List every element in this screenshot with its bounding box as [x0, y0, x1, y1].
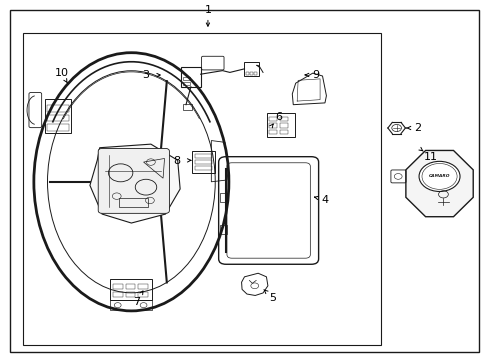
Text: 8: 8 — [173, 156, 181, 166]
Bar — [138, 284, 148, 289]
Bar — [183, 82, 190, 85]
Bar — [47, 105, 69, 112]
Bar — [113, 292, 122, 297]
Ellipse shape — [47, 71, 215, 293]
Bar — [280, 123, 287, 128]
Bar — [191, 150, 215, 173]
Bar — [220, 193, 226, 202]
FancyBboxPatch shape — [98, 148, 169, 213]
Bar — [125, 292, 135, 297]
Text: 11: 11 — [423, 152, 437, 162]
Bar — [244, 62, 259, 76]
Bar — [269, 130, 277, 134]
Bar — [269, 123, 277, 128]
Bar — [183, 77, 190, 80]
Bar — [245, 72, 248, 75]
Polygon shape — [405, 150, 472, 217]
Bar — [110, 300, 152, 310]
Bar — [280, 117, 287, 121]
Bar — [44, 99, 71, 134]
Bar — [266, 113, 295, 137]
Bar — [280, 130, 287, 134]
Text: 5: 5 — [269, 293, 276, 303]
Bar — [253, 72, 256, 75]
Bar — [220, 225, 226, 234]
Bar — [194, 160, 212, 164]
Circle shape — [418, 161, 459, 192]
Text: 7: 7 — [132, 297, 140, 307]
Text: 10: 10 — [55, 68, 68, 78]
Bar — [113, 284, 122, 289]
Text: 3: 3 — [142, 70, 149, 80]
Bar — [125, 284, 135, 289]
Text: 6: 6 — [275, 112, 282, 122]
Bar — [138, 292, 148, 297]
Polygon shape — [90, 144, 180, 223]
Bar — [119, 198, 148, 207]
Bar — [194, 166, 212, 170]
Bar — [182, 104, 192, 110]
Bar — [47, 115, 69, 121]
Bar — [194, 154, 212, 158]
Text: 4: 4 — [321, 195, 328, 205]
Bar — [22, 33, 380, 345]
Text: 1: 1 — [204, 5, 211, 15]
Text: CAMARO: CAMARO — [428, 174, 449, 179]
Text: 9: 9 — [312, 70, 319, 80]
Text: 2: 2 — [413, 123, 420, 133]
Bar — [269, 117, 277, 121]
Bar — [47, 124, 69, 131]
Bar — [249, 72, 252, 75]
Bar — [181, 67, 200, 87]
Bar — [110, 279, 152, 300]
